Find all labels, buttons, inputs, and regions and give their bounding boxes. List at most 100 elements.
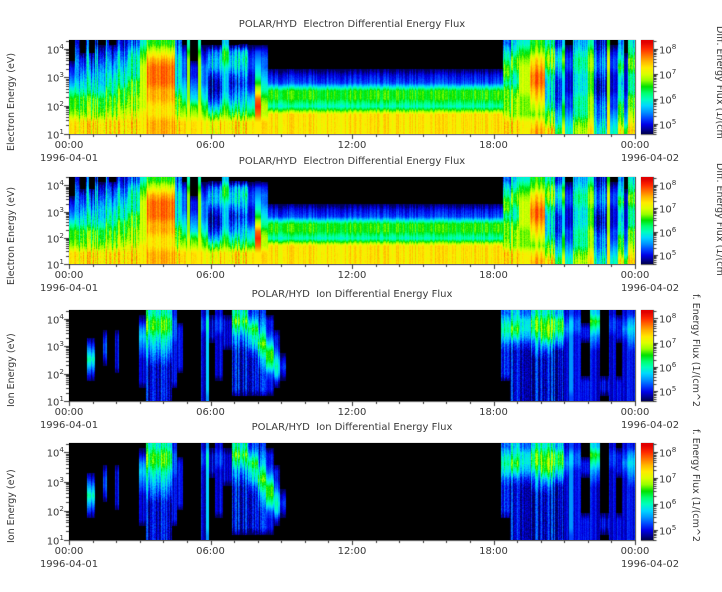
x-tick-label: 00:00 bbox=[54, 407, 84, 418]
exponent: 7 bbox=[671, 470, 677, 480]
panel-3-ion-spectrogram-canvas bbox=[69, 310, 635, 401]
colorbar-tick-label: 107 bbox=[659, 470, 677, 486]
panel-1-colorbar-label: Diff. Energy Flux (1/(cm bbox=[714, 26, 722, 139]
y-tick-label: 103 bbox=[46, 339, 64, 354]
exponent: 5 bbox=[671, 116, 677, 126]
exponent: 2 bbox=[59, 230, 64, 240]
panel-2-colorbar-label: Diff. Energy Flux (1/(cm bbox=[714, 163, 722, 276]
y-tick-label: 103 bbox=[46, 474, 64, 489]
end-date-label: 1996-04-02 bbox=[620, 559, 680, 570]
exponent: 2 bbox=[59, 98, 64, 108]
exponent: 6 bbox=[671, 496, 677, 506]
exponent: 2 bbox=[59, 503, 64, 513]
exponent: 3 bbox=[59, 474, 64, 484]
x-tick-label: 00:00 bbox=[54, 140, 84, 151]
exponent: 8 bbox=[671, 311, 677, 321]
x-tick-label: 12:00 bbox=[337, 407, 367, 418]
exponent: 1 bbox=[59, 394, 64, 403]
y-tick-label: 101 bbox=[46, 394, 64, 409]
colorbar-tick-label: 106 bbox=[659, 224, 677, 239]
panel-4-y-axis-label: Ion Energy (eV) bbox=[6, 469, 17, 544]
panel-4-title: POLAR/HYD Ion Differential Energy Flux bbox=[251, 422, 453, 433]
panel-2-colorbar-canvas bbox=[641, 177, 653, 264]
exponent: 4 bbox=[59, 311, 64, 321]
exponent: 1 bbox=[59, 127, 64, 136]
exponent: 4 bbox=[59, 42, 64, 52]
panel-3-y-axis-label: Ion Energy (eV) bbox=[6, 333, 17, 408]
y-tick-label: 104 bbox=[46, 445, 64, 460]
start-date-label: 1996-04-01 bbox=[39, 559, 99, 570]
exponent: 6 bbox=[671, 224, 677, 234]
exponent: 1 bbox=[59, 533, 64, 542]
end-date-label: 1996-04-02 bbox=[620, 420, 680, 431]
start-date-label: 1996-04-01 bbox=[39, 283, 99, 294]
y-tick-label: 102 bbox=[46, 503, 64, 519]
x-tick-label: 00:00 bbox=[620, 407, 650, 418]
colorbar-tick-label: 106 bbox=[659, 360, 677, 375]
end-date-label: 1996-04-02 bbox=[620, 153, 680, 164]
panel-1-colorbar-canvas bbox=[641, 40, 653, 134]
exponent: 5 bbox=[671, 522, 677, 532]
x-tick-label: 18:00 bbox=[479, 270, 508, 281]
colorbar-tick-label: 107 bbox=[659, 201, 677, 216]
exponent: 4 bbox=[59, 178, 64, 188]
panel-2-y-axis-label: Electron Energy (eV) bbox=[6, 186, 17, 285]
x-tick-label: 00:00 bbox=[54, 270, 84, 281]
colorbar-tick-label: 106 bbox=[659, 91, 677, 107]
panel-1-title: POLAR/HYD Electron Differential Energy F… bbox=[238, 19, 466, 30]
x-tick-label: 18:00 bbox=[479, 407, 508, 418]
panel-2-title: POLAR/HYD Electron Differential Energy F… bbox=[238, 156, 466, 167]
exponent: 7 bbox=[671, 335, 677, 345]
exponent: 3 bbox=[59, 204, 64, 214]
x-tick-label: 06:00 bbox=[196, 546, 225, 557]
exponent: 7 bbox=[671, 66, 677, 76]
colorbar-tick-label: 105 bbox=[659, 116, 677, 132]
exponent: 8 bbox=[671, 445, 677, 455]
y-tick-label: 102 bbox=[46, 366, 64, 381]
x-tick-label: 00:00 bbox=[54, 546, 84, 557]
x-tick-label: 06:00 bbox=[196, 270, 225, 281]
colorbar-tick-label: 108 bbox=[659, 41, 677, 57]
x-tick-label: 12:00 bbox=[337, 270, 367, 281]
y-tick-label: 101 bbox=[46, 127, 64, 142]
panel-3-colorbar-label: f. Energy Flux (1/(cm^2 bbox=[690, 294, 701, 407]
colorbar-tick-label: 105 bbox=[659, 247, 677, 263]
colorbar-tick-label: 107 bbox=[659, 66, 677, 82]
panel-3-colorbar-canvas bbox=[641, 310, 653, 401]
panel-4-ion-spectrogram-canvas bbox=[69, 443, 635, 540]
exponent: 3 bbox=[59, 70, 64, 80]
panel-4-colorbar-canvas bbox=[641, 443, 653, 540]
exponent: 8 bbox=[671, 41, 677, 51]
colorbar-tick-label: 108 bbox=[659, 178, 677, 193]
panel-4-colorbar-label: f. Energy Flux (1/(cm^2 bbox=[690, 429, 701, 542]
colorbar-tick-label: 107 bbox=[659, 335, 677, 351]
panel-2-electron-spectrogram-canvas bbox=[69, 177, 635, 264]
panel-1-y-axis-label: Electron Energy (eV) bbox=[6, 52, 17, 152]
x-tick-label: 12:00 bbox=[337, 140, 367, 151]
start-date-label: 1996-04-01 bbox=[39, 153, 99, 164]
y-tick-label: 104 bbox=[46, 178, 64, 193]
exponent: 3 bbox=[59, 339, 64, 349]
x-tick-label: 06:00 bbox=[196, 407, 225, 418]
x-tick-label: 00:00 bbox=[620, 546, 650, 557]
y-tick-label: 104 bbox=[46, 311, 64, 327]
exponent: 6 bbox=[671, 360, 677, 370]
y-tick-label: 103 bbox=[46, 70, 64, 85]
exponent: 7 bbox=[671, 201, 677, 211]
exponent: 5 bbox=[671, 384, 677, 394]
colorbar-tick-label: 108 bbox=[659, 311, 677, 326]
panel-1-electron-spectrogram-canvas bbox=[69, 40, 635, 134]
exponent: 6 bbox=[671, 91, 677, 101]
panel-3-title: POLAR/HYD Ion Differential Energy Flux bbox=[251, 289, 453, 300]
y-tick-label: 104 bbox=[46, 42, 64, 57]
end-date-label: 1996-04-02 bbox=[620, 283, 680, 294]
y-tick-label: 103 bbox=[46, 204, 64, 219]
colorbar-tick-label: 105 bbox=[659, 384, 677, 399]
y-tick-label: 102 bbox=[46, 230, 64, 246]
x-tick-label: 00:00 bbox=[620, 140, 650, 151]
start-date-label: 1996-04-01 bbox=[39, 420, 99, 431]
exponent: 2 bbox=[59, 366, 64, 376]
x-tick-label: 18:00 bbox=[479, 546, 508, 557]
exponent: 4 bbox=[59, 445, 64, 455]
